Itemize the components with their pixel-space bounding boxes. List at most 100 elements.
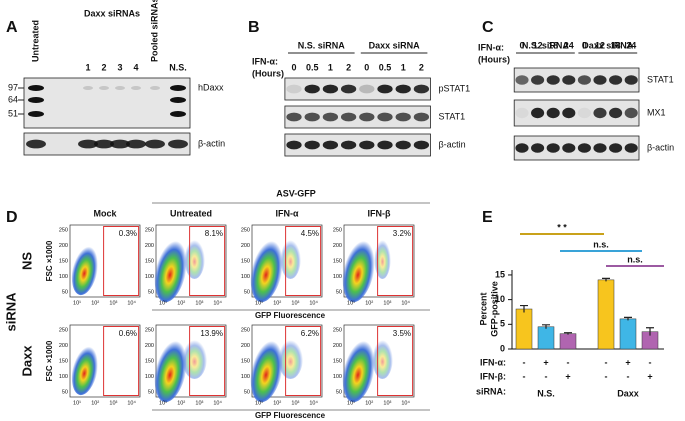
band [286,140,302,150]
y-tick-label: 100 [241,374,250,380]
factor-value: - [523,371,526,381]
band [126,139,146,149]
bar [559,333,577,350]
gate [285,226,322,296]
band [593,143,607,153]
band [131,86,141,90]
gate [189,326,226,396]
x-tick-label: 10² [177,400,185,406]
x-tick-label: 10² [91,300,99,306]
column-label: Mock [93,208,117,218]
factor-label: IFN-α: [480,357,506,367]
axis-label: GFP Fluorescence [255,411,326,420]
x-tick-label: 10³ [109,400,117,406]
x-tick-label: 10¹ [255,300,263,306]
x-tick-label: 10² [91,400,99,406]
gate-percent: 13.9% [200,329,223,338]
band [593,75,607,85]
cell-density [250,234,285,303]
y-tick-label: 150 [59,358,68,364]
panel-label: A [6,19,18,36]
x-tick-label: 10³ [291,400,299,406]
blot-label: pSTAT1 [439,83,471,93]
axis-label: FSC ×1000 [45,240,54,281]
factor-value: - [649,357,652,367]
gate-percent: 4.5% [301,229,319,238]
y-tick-label: 250 [145,327,154,333]
blot-label: STAT1 [647,74,674,84]
y-tick-label: 100 [333,274,342,280]
y-tick-label: 200 [241,243,250,249]
time-label: 1 [401,62,406,72]
x-tick-label: 10⁴ [309,399,318,406]
band [609,143,623,153]
column-label: IFN-α [275,208,298,218]
cell-density [181,335,208,379]
y-axis-label: Percent [478,292,488,325]
x-tick-label: 10¹ [255,400,263,406]
x-tick-label: 10⁴ [309,299,318,306]
band [515,107,529,119]
cell-density [250,334,285,403]
y-tick-label: 50 [244,289,250,295]
y-tick-label: 200 [145,343,154,349]
lane-label: Untreated [30,20,40,62]
band [168,139,188,149]
y-tick-label: 5 [500,319,505,329]
group-label: Daxx siRNAs [84,8,140,18]
band [99,86,109,90]
gate-percent: 6.2% [301,329,319,338]
x-tick-label: 10² [273,400,281,406]
time-label: 0.5 [379,62,392,72]
y-tick-label: 100 [145,274,154,280]
band [340,140,357,150]
y-tick-label: 250 [145,227,154,233]
band [340,112,357,122]
band [531,143,545,153]
band [546,107,560,119]
time-label: 18 [611,40,621,50]
x-tick-label: 10⁴ [127,299,136,306]
y-tick-label: 150 [145,258,154,264]
y-tick-label: 200 [333,243,342,249]
band [83,86,93,90]
x-tick-label: 10³ [109,300,117,306]
y-tick-label: 200 [333,343,342,349]
y-tick-label: 250 [333,227,342,233]
gate [103,226,140,296]
band [413,84,430,94]
x-tick-label: 10³ [383,400,391,406]
band [28,97,44,103]
band [546,143,560,153]
cell-density [184,235,205,279]
side-label: siRNA [3,292,18,332]
y-tick-label: 50 [148,389,154,395]
x-tick-label: 10¹ [73,400,81,406]
time-label: 0.5 [306,62,319,72]
band [286,84,302,94]
gate [189,226,226,296]
factor-value: - [567,357,570,367]
band [304,112,320,122]
x-tick-label: 10³ [195,400,203,406]
y-tick-label: 250 [333,327,342,333]
band [28,85,44,91]
gate-percent: 8.1% [205,229,223,238]
factor-value: + [565,371,570,381]
band [546,75,560,85]
band [395,84,411,94]
y-tick-label: 250 [241,227,250,233]
x-tick-label: 10³ [195,300,203,306]
blot [23,77,191,129]
band [531,107,545,119]
y-tick-label: 150 [333,258,342,264]
band [609,75,623,85]
blot [284,105,431,129]
band [304,140,320,150]
band [110,139,130,149]
band [170,85,186,91]
x-tick-label: 10¹ [347,300,355,306]
y-axis-label: GFP-positive [489,281,499,337]
cell-density [154,234,189,303]
